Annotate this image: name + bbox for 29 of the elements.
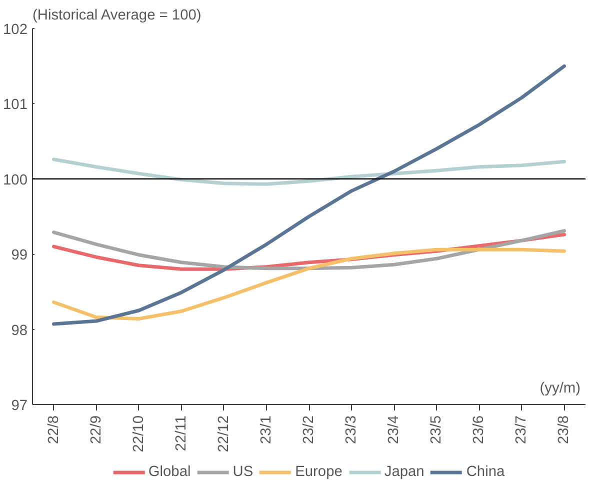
x-tick-label: 22/12 — [216, 415, 232, 452]
x-tick-label: 22/10 — [130, 415, 147, 452]
legend-label: China — [466, 464, 505, 480]
x-tick-label: 23/8 — [556, 415, 572, 444]
x-tick-label: 23/7 — [514, 415, 530, 444]
legend-label: Europe — [295, 464, 342, 480]
x-tick-label: 23/2 — [301, 415, 317, 444]
x-tick-label: 22/8 — [46, 415, 62, 444]
x-tick-label: 23/5 — [428, 415, 445, 444]
text: (Historical Average = 100) — [32, 8, 202, 24]
line-series — [52, 158, 566, 186]
line-series — [52, 248, 566, 321]
y-tick-label: 99 — [11, 248, 28, 264]
x-tick-label: 23/3 — [344, 415, 360, 444]
annotation: (yy/m) — [540, 380, 581, 396]
line-series — [52, 64, 566, 326]
legend-label: Japan — [384, 464, 424, 480]
y-tick-label: 97 — [11, 398, 28, 414]
y-tick-label: 100 — [3, 172, 28, 188]
x-tick-label: 23/4 — [386, 415, 402, 444]
legend-label: US — [232, 464, 254, 480]
x-tick-label: 22/11 — [173, 415, 190, 452]
x-tick-label: 23/1 — [258, 415, 274, 444]
x-tick-label: 22/9 — [88, 415, 104, 444]
y-tick-label: 102 — [3, 22, 28, 38]
y-tick-label: 98 — [11, 322, 28, 339]
x-tick-label: 23/6 — [471, 415, 488, 444]
legend-label: Global — [148, 464, 191, 480]
y-tick-label: 101 — [3, 97, 28, 114]
